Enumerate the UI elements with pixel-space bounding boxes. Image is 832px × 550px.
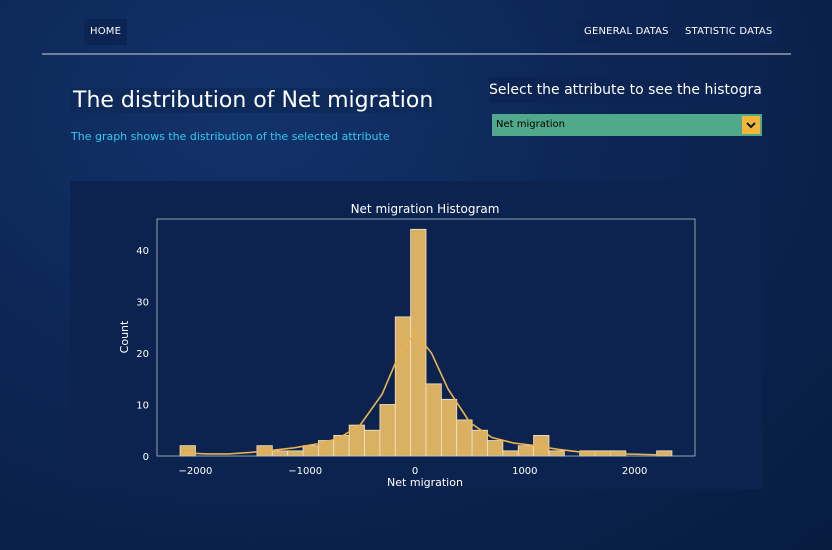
nav-home-link[interactable]: HOME xyxy=(84,19,128,45)
x-tick-label: −2000 xyxy=(179,466,213,477)
histogram-panel: Net migration Histogram 0 10 20 30 40 −2000−… xyxy=(70,181,763,489)
x-axis-ticks: −2000 −1000 0 1000 2000 xyxy=(179,466,648,477)
histogram-bar xyxy=(287,450,304,457)
histogram-bar xyxy=(394,316,412,457)
histogram-bar xyxy=(517,445,535,457)
histogram-bar xyxy=(179,445,196,457)
histogram-bar xyxy=(271,450,289,457)
chart-title: Net migration Histogram xyxy=(351,202,500,216)
y-tick-label: 40 xyxy=(136,246,149,257)
histogram-bar xyxy=(302,445,319,457)
histogram-bar xyxy=(456,419,473,457)
y-tick-label: 20 xyxy=(136,349,149,360)
histogram-bar xyxy=(425,383,442,457)
y-axis-ticks: 0 10 20 30 40 xyxy=(136,246,149,463)
histogram-bars xyxy=(179,228,673,457)
nav-statistic-datas-link[interactable]: STATISTIC DATAS xyxy=(679,19,779,45)
y-tick-label: 10 xyxy=(136,400,149,411)
kde-curve xyxy=(184,330,668,456)
histogram-bar xyxy=(487,440,504,457)
x-tick-label: 2000 xyxy=(622,466,647,477)
page-title: The distribution of Net migration xyxy=(70,88,437,113)
histogram-bar xyxy=(364,429,381,457)
y-tick-label: 30 xyxy=(136,297,149,308)
attribute-select-value: Net migration xyxy=(496,119,565,130)
attribute-select-label: Select the attribute to see the histogra… xyxy=(489,77,762,103)
x-tick-label: 0 xyxy=(412,466,418,477)
histogram-bar xyxy=(379,404,396,457)
x-tick-label: 1000 xyxy=(512,466,537,477)
histogram-bar xyxy=(471,429,488,457)
plot-frame xyxy=(156,218,696,457)
nav-general-datas-link[interactable]: GENERAL DATAS xyxy=(578,19,675,45)
chevron-down-icon[interactable] xyxy=(742,116,760,134)
page-subtitle: The graph shows the distribution of the … xyxy=(71,130,390,143)
y-tick-label: 0 xyxy=(143,452,149,463)
y-axis-label: Count xyxy=(118,320,131,353)
navbar: HOME GENERAL DATAS STATISTIC DATAS xyxy=(0,0,832,52)
histogram-bar xyxy=(440,398,458,457)
attribute-select[interactable]: Net migration xyxy=(492,114,762,136)
x-axis-label: Net migration xyxy=(387,476,463,489)
histogram-bar xyxy=(502,450,519,457)
navbar-divider xyxy=(42,53,791,55)
x-tick-label: −1000 xyxy=(288,466,322,477)
histogram-bar xyxy=(548,450,565,457)
